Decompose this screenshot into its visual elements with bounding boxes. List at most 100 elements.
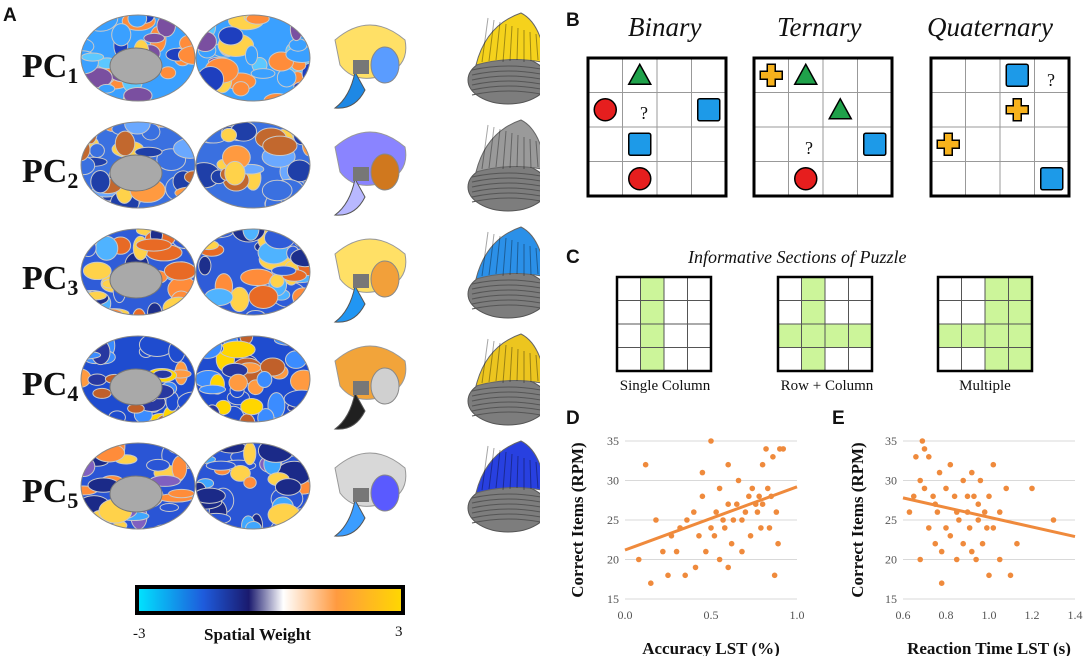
data-point (725, 461, 731, 468)
data-point (969, 469, 975, 476)
puzzle-shape-sq (1005, 63, 1029, 87)
data-point (981, 509, 988, 515)
data-point (771, 572, 778, 579)
puzzle-shape-tri (793, 62, 819, 85)
data-point (699, 493, 706, 500)
data-point (735, 477, 742, 484)
panel-label-a: A (3, 5, 17, 26)
informative-label-single: Single Column (619, 378, 711, 394)
x-tick-label: 0.8 (939, 608, 954, 622)
pc-label-1: PC1 (22, 48, 79, 89)
puzzle-shape-tri (627, 62, 653, 85)
data-point (780, 446, 787, 452)
data-point (936, 469, 943, 476)
data-point (725, 501, 731, 507)
data-point (756, 493, 762, 500)
data-point (635, 556, 642, 563)
informative-grid-0 (615, 275, 713, 373)
data-point (986, 493, 992, 500)
data-point (934, 509, 941, 515)
data-point (930, 493, 936, 500)
puzzle-shape-plus (1005, 98, 1029, 122)
data-point (764, 485, 771, 492)
y-tick-label: 20 (885, 553, 897, 567)
panel-label-e: E (832, 408, 845, 429)
y-tick-label: 25 (885, 513, 897, 527)
pc-label-3: PC3 (22, 260, 79, 301)
informative-label-rowcol: Row + Column (780, 378, 874, 394)
data-point (996, 509, 1003, 515)
data-point (938, 548, 945, 555)
data-point (665, 572, 671, 579)
data-point (759, 501, 766, 507)
puzzle-title-binary: Binary (628, 12, 702, 42)
puzzle-shape-sq (697, 98, 721, 122)
data-point (971, 493, 977, 500)
puzzle-shape-tri (827, 97, 853, 120)
data-point (919, 438, 926, 444)
data-point (770, 454, 776, 460)
data-point (696, 533, 702, 539)
data-point (1050, 517, 1057, 523)
puzzle-shape-circ (593, 98, 617, 122)
data-point (773, 509, 780, 515)
pc-label-4: PC4 (22, 366, 79, 407)
informative-grid-1 (776, 275, 874, 373)
data-point (986, 572, 992, 579)
data-point (956, 517, 962, 523)
data-point (721, 525, 728, 531)
data-point (1007, 572, 1014, 579)
informative-grid-2 (936, 275, 1034, 373)
data-point (716, 556, 723, 563)
data-point (984, 525, 990, 531)
informative-grids (615, 275, 1034, 373)
data-point (1014, 540, 1020, 547)
puzzle-shape-circ (794, 167, 818, 191)
x-tick-label: 1.4 (1068, 608, 1083, 622)
brain-row-2 (80, 119, 540, 216)
data-point (739, 548, 745, 555)
data-point (758, 525, 764, 531)
data-point (759, 461, 766, 468)
data-point (708, 525, 714, 531)
puzzle-grids (586, 56, 1071, 198)
puzzle-shape-sq (628, 132, 652, 156)
data-point (975, 517, 982, 523)
data-point (1029, 485, 1035, 492)
brain-row-1 (80, 12, 540, 109)
puzzle-title-quaternary: Quaternary (927, 12, 1053, 42)
data-point (703, 548, 709, 555)
colorbar-max: 3 (395, 624, 403, 640)
data-point (964, 493, 971, 500)
brain-row-4 (80, 333, 540, 430)
data-point (660, 548, 666, 555)
x-axis-label: Reaction Time LST (s) (907, 639, 1071, 656)
data-point (990, 525, 997, 531)
y-tick-label: 25 (607, 513, 619, 527)
data-point (966, 525, 973, 531)
puzzle-question-ternary: ? (805, 138, 813, 158)
data-point (682, 572, 688, 579)
y-tick-label: 30 (607, 474, 619, 488)
y-tick-label: 15 (885, 592, 897, 606)
brain-row-3 (80, 226, 540, 323)
data-point (969, 548, 975, 555)
colorbar-label: Spatial Weight (204, 625, 311, 644)
puzzle-shape-circ (628, 167, 652, 191)
data-point (754, 509, 761, 515)
data-point (947, 461, 954, 468)
data-point (691, 509, 697, 515)
data-point (766, 525, 773, 531)
data-point (692, 564, 699, 571)
scatter-chart-e: 15 20 25 30 35 0.6 0.8 1.0 1.2 1.4 Reaction Time L… (848, 434, 1083, 656)
data-point (730, 517, 737, 523)
data-point (713, 509, 719, 515)
data-point (1003, 485, 1009, 492)
puzzle-title-ternary: Ternary (777, 12, 862, 42)
colorbar (135, 585, 405, 615)
colorbar-min: -3 (133, 626, 146, 642)
x-axis-label: Accuracy LST (%) (642, 639, 780, 656)
informative-label-multiple: Multiple (959, 378, 1011, 394)
data-point (642, 461, 649, 468)
data-point (716, 485, 723, 492)
